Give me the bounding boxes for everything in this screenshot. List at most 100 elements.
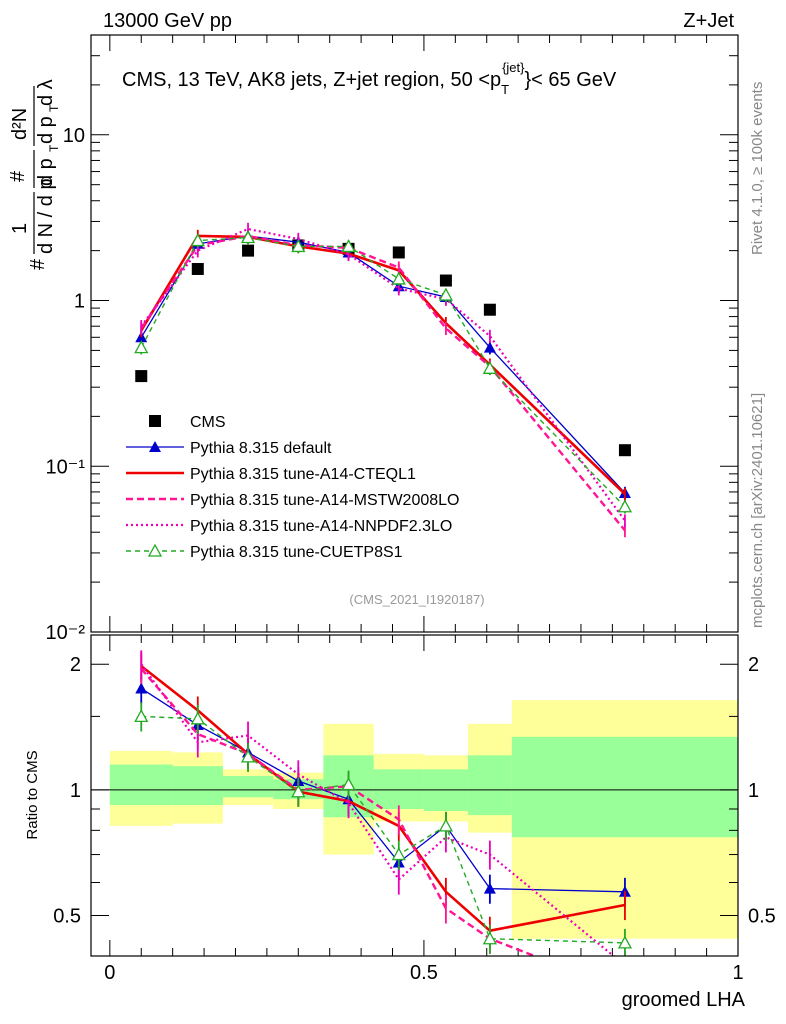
legend-item: Pythia 8.315 tune-CUETP8S1	[126, 543, 403, 561]
ratio-series-pythia-8-315-tune-cuetp8s1	[134, 702, 633, 956]
series-line	[140, 234, 626, 532]
data-point	[392, 246, 405, 259]
band-green	[467, 755, 512, 816]
legend-label: Pythia 8.315 tune-A14-NNPDF2.3LO	[190, 518, 452, 535]
data-point	[618, 444, 631, 457]
ratio-ytick-label: 2	[70, 654, 81, 676]
data-point	[240, 230, 256, 244]
svg-text:d p: d p	[35, 116, 57, 144]
main-ytick-label: 10⁻²	[46, 622, 86, 644]
svg-text:d λ: d λ	[35, 79, 57, 106]
ratio-ytick-label-right: 1	[748, 780, 759, 802]
data-point	[482, 360, 497, 374]
ratio-ytick-label: 0.5	[53, 906, 81, 928]
legend: CMS Pythia 8.315 default Pythia 8.315 tune…	[126, 414, 459, 561]
ratio-xtick-label: 0	[104, 962, 115, 984]
series-pythia-8-315-tune-a14-cteql1	[140, 229, 626, 501]
data-point	[242, 244, 255, 257]
main-ticks: 10⁻² 10⁻¹ 1 10	[46, 34, 739, 644]
data-point	[134, 340, 149, 354]
data-point	[341, 239, 356, 253]
data-point	[191, 262, 204, 275]
band-green	[511, 736, 738, 838]
main-frame	[90, 34, 739, 633]
rivet-label: Rivet 4.1.0, ≥ 100k events	[749, 82, 766, 255]
legend-marker	[149, 441, 161, 452]
legend-label: Pythia 8.315 tune-A14-MSTW2008LO	[190, 492, 459, 509]
ratio-xtick-label: 1	[732, 962, 743, 984]
data-point	[483, 303, 496, 316]
mcplots-label: mcplots.cern.ch [arXiv:2401.10621]	[749, 393, 766, 628]
watermark: (CMS_2021_I1920187)	[349, 592, 484, 607]
ratio-ytick-label: 1	[70, 780, 81, 802]
main-ytick-label: 1	[74, 291, 85, 313]
data-point	[439, 274, 452, 287]
ratio-point	[135, 682, 148, 694]
main-ytick-label: 10	[63, 125, 85, 147]
svg-text:#: #	[7, 170, 29, 182]
ratio-panel: 0.5 0.5 1 1 2 2 0 0.5 1 Ratio to CMS groomed LHA	[24, 634, 776, 1011]
main-panel: 10⁻² 10⁻¹ 1 10 CMS, 13 TeV, AK8 jets, Z+jet…	[7, 34, 739, 644]
legend-label: CMS	[190, 414, 226, 431]
legend-item: CMS	[149, 414, 226, 431]
data-point	[190, 233, 205, 247]
data-point	[617, 499, 633, 513]
main-ytick-label: 10⁻¹	[46, 456, 86, 478]
ratio-point	[240, 749, 256, 763]
legend-item: Pythia 8.315 tune-A14-CTEQL1	[126, 466, 416, 483]
svg-text:d p: d p	[35, 158, 57, 186]
series-line	[140, 227, 626, 522]
svg-text:#: #	[27, 258, 49, 270]
ratio-line	[141, 715, 625, 944]
ratio-line	[140, 668, 538, 956]
ratio-point	[190, 711, 205, 725]
x-axis-label: groomed LHA	[622, 989, 746, 1011]
ratio-point	[291, 784, 306, 798]
ratio-series	[134, 650, 633, 956]
legend-item: Pythia 8.315 tune-A14-NNPDF2.3LO	[126, 518, 452, 535]
band-green	[222, 775, 274, 798]
main-series	[134, 222, 633, 538]
header-left: 13000 GeV pp	[103, 10, 232, 32]
series-pythia-8-315-default	[135, 229, 631, 500]
ratio-point	[391, 847, 406, 861]
svg-text:d²N: d²N	[9, 108, 31, 140]
legend-marker	[149, 415, 161, 427]
ratio-point	[617, 935, 633, 949]
ratio-frame	[90, 634, 739, 957]
chart-title: CMS, 13 TeV, AK8 jets, Z+jet region, 50 …	[122, 60, 617, 97]
legend-item: Pythia 8.315 tune-A14-MSTW2008LO	[126, 492, 459, 509]
ratio-ytick-label-right: 0.5	[748, 906, 776, 928]
data-point	[291, 239, 306, 253]
data-point	[438, 287, 454, 301]
ratio-point	[483, 882, 496, 894]
svg-text:1: 1	[9, 223, 31, 234]
series-pythia-8-315-tune-cuetp8s1	[134, 230, 633, 514]
svg-text:d N / d p: d N / d p	[35, 178, 57, 254]
legend-label: Pythia 8.315 tune-A14-CTEQL1	[190, 466, 416, 483]
legend-marker	[147, 543, 163, 557]
ratio-ticks: 0.5 0.5 1 1 2 2 0 0.5 1	[53, 635, 776, 984]
ratio-point	[341, 777, 356, 791]
legend-label: Pythia 8.315 default	[190, 440, 332, 457]
ratio-xtick-label: 0.5	[410, 962, 438, 984]
ratio-point	[482, 931, 497, 945]
legend-label: Pythia 8.315 tune-CUETP8S1	[190, 544, 403, 561]
ratio-ylabel: Ratio to CMS	[24, 750, 41, 839]
svg-text:T: T	[47, 144, 61, 152]
ratio-point	[438, 818, 454, 832]
legend-item: Pythia 8.315 default	[126, 440, 332, 457]
band-green	[172, 766, 223, 806]
ratio-bands	[91, 700, 738, 939]
ratio-ytick-label-right: 2	[748, 654, 759, 676]
data-point	[135, 370, 148, 383]
svg-text:T: T	[47, 104, 61, 112]
band-green	[109, 764, 173, 806]
header-right: Z+Jet	[683, 10, 734, 32]
data-point	[483, 341, 496, 353]
data-point	[391, 271, 406, 285]
main-ylabel: # 1 d N / d p # d p T d²N d p T d λ	[7, 79, 61, 270]
ratio-point	[134, 709, 149, 723]
band-green	[373, 769, 424, 809]
